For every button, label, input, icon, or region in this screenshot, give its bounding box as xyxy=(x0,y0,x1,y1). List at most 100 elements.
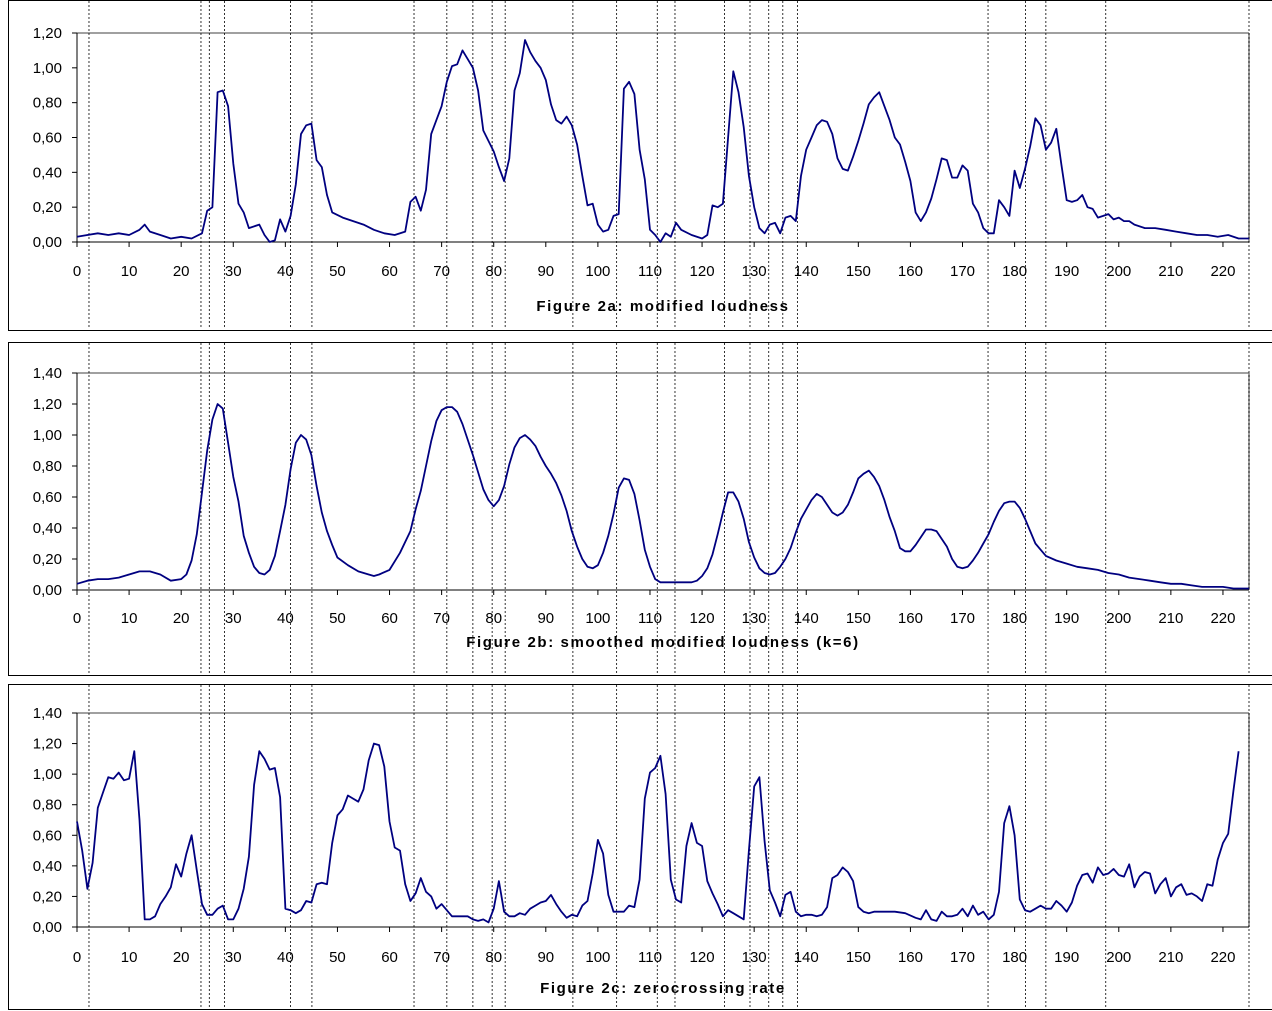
x-tick-label: 80 xyxy=(485,949,502,966)
x-tick-label: 20 xyxy=(173,610,190,627)
y-tick-label: 0,60 xyxy=(33,489,62,506)
panel-frame xyxy=(8,684,1272,1010)
x-tick-label: 120 xyxy=(690,949,715,966)
x-tick-label: 220 xyxy=(1210,263,1235,280)
x-tick-label: 30 xyxy=(225,949,242,966)
y-tick-label: 1,20 xyxy=(33,396,62,413)
x-tick-label: 100 xyxy=(585,263,610,280)
x-tick-label: 10 xyxy=(121,263,138,280)
x-tick-label: 160 xyxy=(898,263,923,280)
chart-panel-2: 0,00 0,20 0,40 0,60 0,80 1,00 1,20 1,40 0 10 20 30 4… xyxy=(8,342,1272,676)
x-tick-label: 150 xyxy=(846,610,871,627)
y-tick-label: 0,80 xyxy=(33,95,62,112)
x-tick-label: 110 xyxy=(638,263,662,280)
x-tick-label: 190 xyxy=(1054,610,1079,627)
chart-panel-3: 0,00 0,20 0,40 0,60 0,80 1,00 1,20 1,40 0 10 20 30 4… xyxy=(8,684,1272,1010)
x-tick-label: 170 xyxy=(950,949,975,966)
x-tick-label: 130 xyxy=(742,263,767,280)
x-tick-label: 150 xyxy=(846,263,871,280)
x-tick-label: 70 xyxy=(433,263,450,280)
x-tick-label: 60 xyxy=(381,949,398,966)
y-tick-label: 0,20 xyxy=(33,888,62,905)
x-tick-label: 140 xyxy=(794,610,819,627)
y-tick-label: 0,00 xyxy=(33,919,62,936)
panel-frame xyxy=(8,342,1272,676)
x-tick-label: 180 xyxy=(1002,949,1027,966)
x-tick-label: 90 xyxy=(537,610,554,627)
x-tick-label: 30 xyxy=(225,610,242,627)
x-tick-label: 50 xyxy=(329,949,346,966)
x-tick-label: 60 xyxy=(381,610,398,627)
x-tick-label: 140 xyxy=(794,263,819,280)
x-tick-label: 50 xyxy=(329,263,346,280)
y-tick-label: 1,20 xyxy=(33,736,62,753)
x-tick-label: 100 xyxy=(585,610,610,627)
x-tick-label: 80 xyxy=(485,263,502,280)
x-tick-label: 10 xyxy=(121,610,138,627)
x-tick-label: 100 xyxy=(585,949,610,966)
x-tick-label: 170 xyxy=(950,610,975,627)
y-tick-label: 1,40 xyxy=(33,705,62,722)
x-tick-label: 190 xyxy=(1054,949,1079,966)
x-tick-label: 210 xyxy=(1158,949,1183,966)
y-tick-label: 0,00 xyxy=(33,234,62,251)
x-tick-label: 110 xyxy=(638,610,662,627)
x-tick-label: 160 xyxy=(898,610,923,627)
y-tick-label: 1,20 xyxy=(33,25,62,42)
y-tick-label: 1,00 xyxy=(33,60,62,77)
x-tick-label: 140 xyxy=(794,949,819,966)
x-tick-label: 160 xyxy=(898,949,923,966)
y-tick-label: 0,60 xyxy=(33,827,62,844)
y-tick-label: 0,60 xyxy=(33,130,62,147)
y-tick-label: 0,40 xyxy=(33,164,62,181)
x-tick-label: 0 xyxy=(73,949,81,966)
x-tick-label: 220 xyxy=(1210,949,1235,966)
x-tick-label: 40 xyxy=(277,263,294,280)
figure-caption: Figure 2b: smoothed modified loudness (k… xyxy=(466,634,859,651)
figure-caption: Figure 2c: zerocrossing rate xyxy=(540,980,786,997)
y-tick-label: 0,40 xyxy=(33,520,62,537)
x-tick-label: 110 xyxy=(638,949,662,966)
x-tick-label: 180 xyxy=(1002,610,1027,627)
y-tick-label: 0,80 xyxy=(33,797,62,814)
x-tick-label: 40 xyxy=(277,949,294,966)
y-tick-label: 0,80 xyxy=(33,458,62,475)
x-tick-label: 80 xyxy=(485,610,502,627)
x-tick-label: 40 xyxy=(277,610,294,627)
x-tick-label: 20 xyxy=(173,263,190,280)
chart-panel-1: 0,00 0,20 0,40 0,60 0,80 1,00 1,20 0 10 20 30 40 50 6… xyxy=(8,0,1272,331)
x-tick-label: 0 xyxy=(73,610,81,627)
y-tick-label: 0,00 xyxy=(33,582,62,599)
x-tick-label: 70 xyxy=(433,949,450,966)
x-tick-label: 220 xyxy=(1210,610,1235,627)
figure-caption: Figure 2a: modified loudness xyxy=(536,298,789,315)
y-tick-label: 0,20 xyxy=(33,199,62,216)
series-line xyxy=(76,403,1249,590)
y-tick-label: 1,40 xyxy=(33,365,62,382)
x-tick-label: 170 xyxy=(950,263,975,280)
panel-frame xyxy=(8,0,1272,331)
y-tick-label: 0,40 xyxy=(33,858,62,875)
x-tick-label: 70 xyxy=(433,610,450,627)
x-tick-label: 190 xyxy=(1054,263,1079,280)
x-tick-label: 90 xyxy=(537,949,554,966)
x-tick-label: 180 xyxy=(1002,263,1027,280)
y-tick-label: 0,20 xyxy=(33,551,62,568)
y-tick-label: 1,00 xyxy=(33,427,62,444)
x-tick-label: 0 xyxy=(73,263,81,280)
x-tick-label: 200 xyxy=(1106,949,1131,966)
series-line xyxy=(76,39,1249,243)
x-tick-label: 150 xyxy=(846,949,871,966)
x-tick-label: 210 xyxy=(1158,610,1183,627)
x-tick-label: 90 xyxy=(537,263,554,280)
x-tick-label: 120 xyxy=(690,610,715,627)
x-tick-label: 130 xyxy=(742,610,767,627)
x-tick-label: 30 xyxy=(225,263,242,280)
y-tick-label: 1,00 xyxy=(33,766,62,783)
x-tick-label: 210 xyxy=(1158,263,1183,280)
x-tick-label: 10 xyxy=(121,949,138,966)
x-tick-label: 50 xyxy=(329,610,346,627)
x-tick-label: 200 xyxy=(1106,610,1131,627)
x-tick-label: 60 xyxy=(381,263,398,280)
